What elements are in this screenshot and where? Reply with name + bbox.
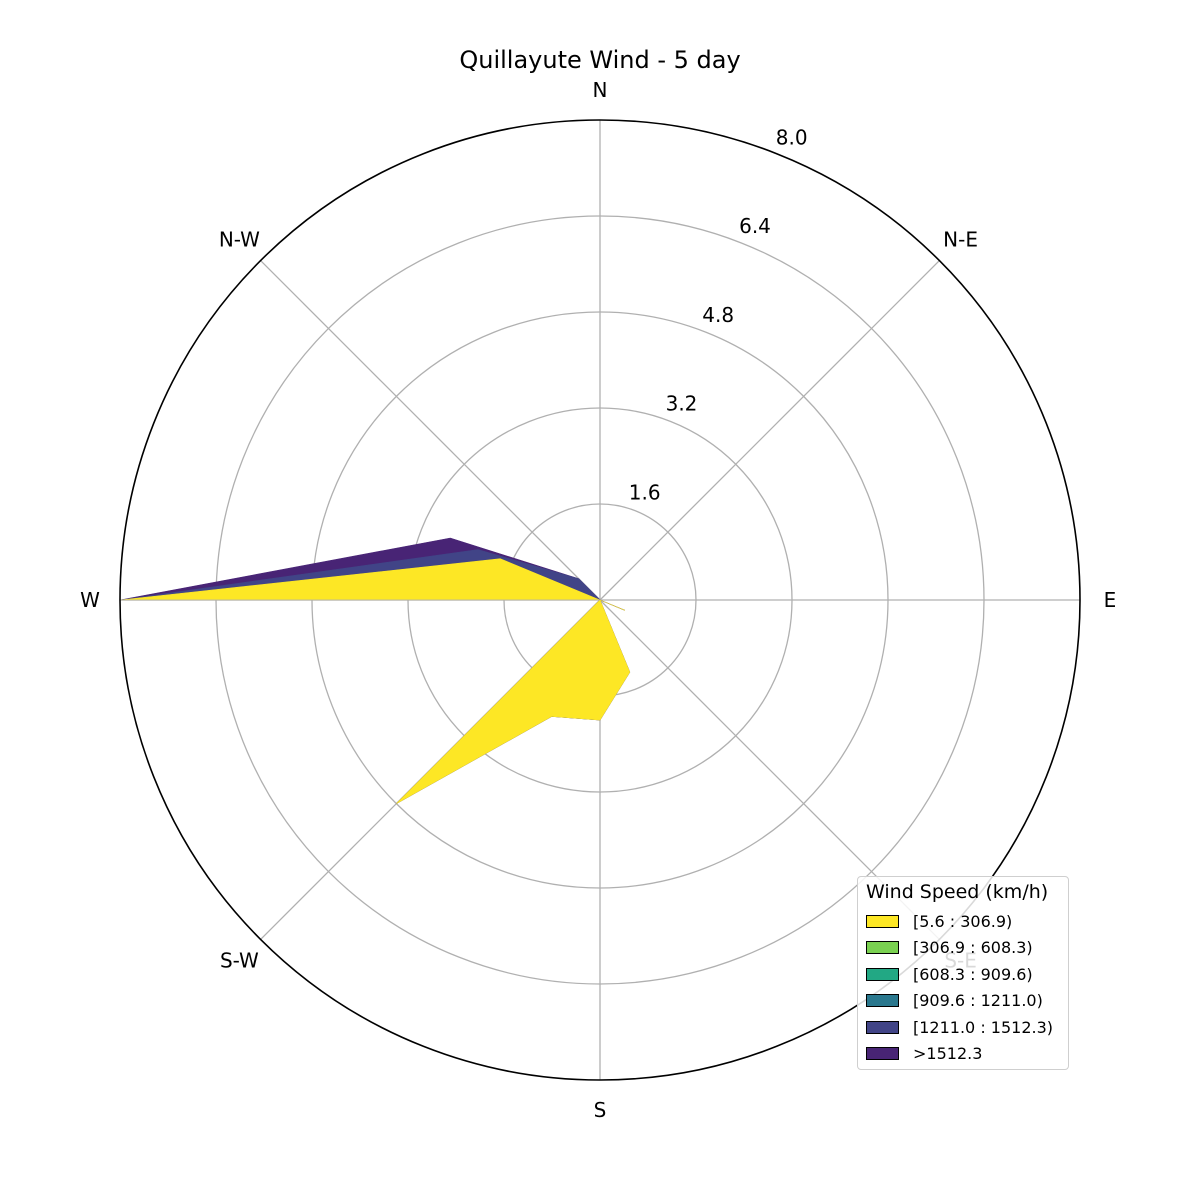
direction-label-n-w: N-W: [219, 227, 260, 251]
series-layer: [119, 537, 631, 804]
legend-item: [1211.0 : 1512.3): [866, 1016, 1053, 1038]
legend-swatch: [866, 967, 899, 981]
legend-title: Wind Speed (km/h): [866, 881, 1049, 903]
legend-swatch: [866, 941, 899, 954]
chart-title: Quillayute Wind - 5 day: [459, 46, 740, 74]
radial-tick-label: 4.8: [702, 303, 734, 327]
legend: Wind Speed (km/h) [5.6 : 306.9) [306.9 : …: [857, 876, 1069, 1070]
radial-tick-label: 6.4: [739, 214, 771, 238]
legend-label: [1211.0 : 1512.3): [913, 1017, 1054, 1037]
radial-tick-label: 3.2: [666, 392, 698, 416]
series-area-0: [119, 558, 631, 804]
legend-item: [306.9 : 608.3): [866, 937, 1033, 959]
legend-swatch: [866, 1047, 899, 1060]
legend-swatch: [866, 1020, 899, 1034]
axis-layer: [119, 119, 1081, 1081]
direction-label-s-w: S-W: [220, 949, 259, 973]
legend-item: [608.3 : 909.6): [866, 963, 1033, 985]
legend-label: [5.6 : 306.9): [913, 911, 1013, 931]
legend-item: >1512.3: [866, 1043, 982, 1065]
legend-swatch: [866, 994, 899, 1007]
legend-label: [608.3 : 909.6): [913, 964, 1033, 984]
radial-tick-label: 1.6: [629, 480, 661, 504]
spoke-n-e: [599, 260, 940, 601]
direction-label-n-e: N-E: [943, 227, 978, 251]
legend-item: [5.6 : 306.9): [866, 910, 1012, 932]
legend-label: >1512.3: [913, 1044, 983, 1063]
polar-outer-circle: [119, 119, 1081, 1081]
radial-tick-label: 8.0: [776, 126, 808, 150]
legend-label: [909.6 : 1211.0): [913, 991, 1043, 1010]
direction-label-n: N: [593, 78, 608, 102]
legend-label: [306.9 : 608.3): [913, 938, 1033, 957]
legend-swatch: [866, 914, 899, 928]
spoke-n-w: [260, 260, 601, 601]
direction-label-w: W: [80, 588, 100, 612]
direction-label-e: E: [1104, 588, 1117, 612]
direction-label-s: S: [594, 1098, 607, 1122]
legend-item: [909.6 : 1211.0): [866, 990, 1043, 1012]
